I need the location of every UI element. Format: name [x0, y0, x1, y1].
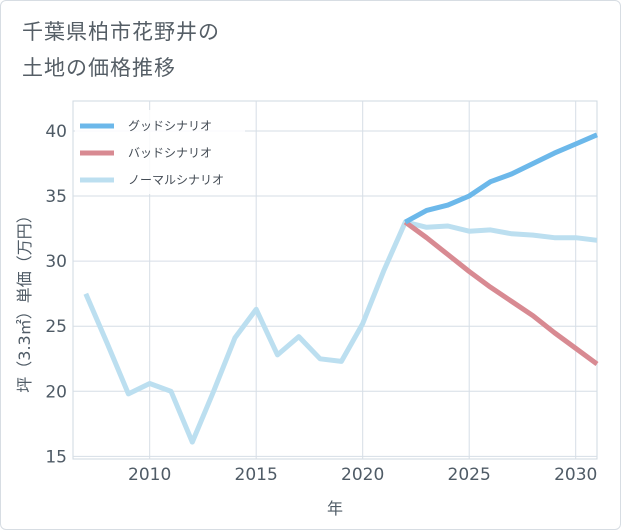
x-axis-label: 年	[327, 499, 343, 518]
legend-label-1: バッドシナリオ	[128, 146, 212, 160]
x-tick-label: 2010	[128, 465, 171, 485]
y-tick-label: 35	[45, 187, 67, 207]
legend-label-0: グッドシナリオ	[128, 119, 212, 133]
x-tick-label: 2025	[448, 465, 491, 485]
y-tick-label: 15	[45, 447, 67, 467]
series-lines	[83, 132, 599, 445]
x-tick-label: 2015	[235, 465, 278, 485]
x-tick-labels: 2010 2015 2020 2025 2030	[128, 465, 597, 485]
x-tick-label: 2020	[341, 465, 384, 485]
series-line-1	[403, 220, 599, 367]
x-tick-label: 2030	[554, 465, 597, 485]
grid-lines	[73, 101, 597, 459]
title-line-2: 土地の価格推移	[22, 56, 176, 80]
y-tick-label: 25	[45, 317, 67, 337]
y-tick-label: 40	[45, 122, 67, 142]
chart-title: 千葉県柏市花野井の 土地の価格推移	[22, 14, 220, 86]
y-tick-labels: 15 20 25 30 35 40	[45, 122, 67, 467]
y-tick-label: 20	[45, 382, 67, 402]
series-line-2	[83, 219, 598, 445]
title-line-1: 千葉県柏市花野井の	[22, 20, 220, 44]
y-axis-label: 坪（3.3㎡）単価（万円）	[15, 207, 34, 392]
series-line-0	[404, 132, 598, 225]
y-tick-label: 30	[45, 252, 67, 272]
legend-label-2: ノーマルシナリオ	[128, 173, 224, 187]
